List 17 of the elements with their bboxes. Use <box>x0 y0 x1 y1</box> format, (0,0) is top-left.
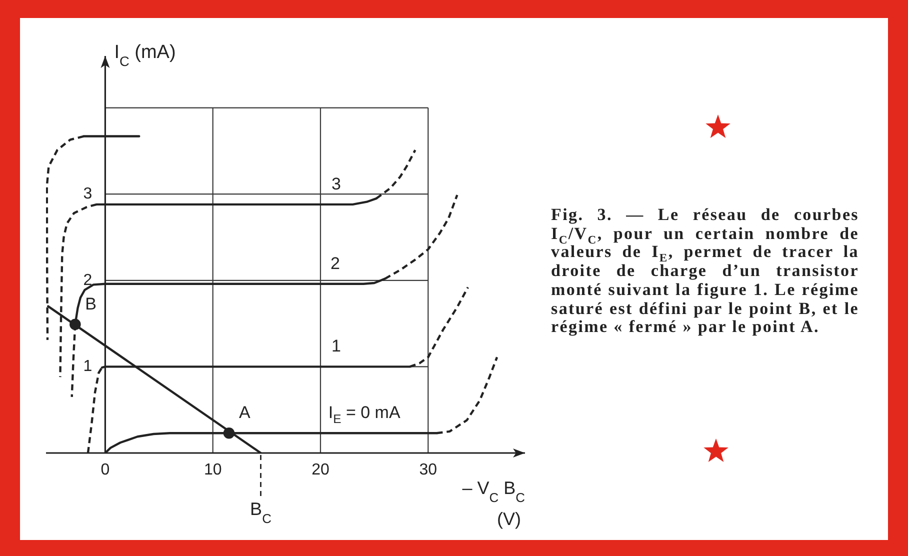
x-tick-label: 30 <box>419 461 438 478</box>
x-axis-title: – V$_{C}$ B$_{C}$ (V) <box>462 478 525 529</box>
annotation: B <box>85 294 97 313</box>
annotation: B$_{C}$ <box>250 499 272 526</box>
x-tick-label: 0 <box>100 461 110 478</box>
y-axis-title: I$_{C}$ (mA) <box>114 42 176 68</box>
x-tick-label: 20 <box>312 461 330 478</box>
x-tick-label: 10 <box>204 461 222 478</box>
annotation: 3 <box>332 174 342 193</box>
y-tick-label: 2 <box>83 272 92 289</box>
annotation: I$_{E}$ = 0 mA <box>328 402 401 426</box>
text: Fig. 3. — Le réseau de courbes I$_{C}$/V$_{C}$, pour un certain nombre de valeurs de I$_{E}$, permet de tracer la droite de charge d’un transistor monté suivant la figure 1. Le régime saturé est défini par le point B, et le régime « fermé » par le point A. <box>551 205 859 336</box>
annotation: 2 <box>330 253 340 272</box>
y-tick-label: 1 <box>83 358 92 376</box>
y-tick-label: 3 <box>83 186 92 203</box>
annotation: 1 <box>332 336 342 356</box>
annotation: A <box>238 402 251 422</box>
